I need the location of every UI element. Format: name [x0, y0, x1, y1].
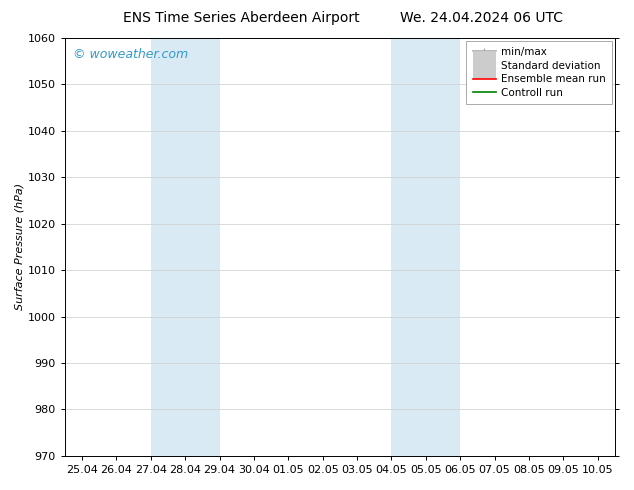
Text: We. 24.04.2024 06 UTC: We. 24.04.2024 06 UTC — [400, 11, 564, 25]
Y-axis label: Surface Pressure (hPa): Surface Pressure (hPa) — [15, 183, 25, 310]
Bar — [151, 38, 219, 456]
Text: ENS Time Series Aberdeen Airport: ENS Time Series Aberdeen Airport — [122, 11, 359, 25]
Bar — [391, 38, 460, 456]
Legend: min/max, Standard deviation, Ensemble mean run, Controll run: min/max, Standard deviation, Ensemble me… — [467, 41, 612, 104]
Text: © woweather.com: © woweather.com — [73, 48, 188, 61]
